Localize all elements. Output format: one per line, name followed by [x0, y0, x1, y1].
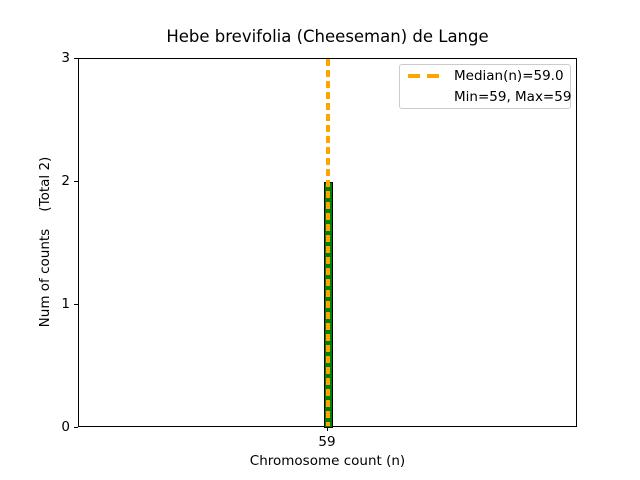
legend-label-minmax: Min=59, Max=59 [454, 89, 572, 105]
y-tick-mark [74, 57, 78, 59]
median-line [326, 59, 330, 426]
plot-area: Median(n)=59.0 Min=59, Max=59 [78, 58, 577, 428]
x-tick-mark [326, 427, 328, 431]
legend-entry-minmax: Min=59, Max=59 [408, 88, 571, 106]
legend-entry-median: Median(n)=59.0 [408, 67, 564, 85]
y-tick-mark [74, 180, 78, 182]
y-tick-label: 2 [61, 173, 70, 189]
chart-title: Hebe brevifolia (Cheeseman) de Lange [166, 27, 489, 46]
legend-label-median: Median(n)=59.0 [454, 68, 564, 84]
legend-swatch-empty [408, 95, 445, 99]
y-tick-label: 3 [61, 50, 70, 66]
x-tick-label: 59 [318, 434, 336, 450]
x-axis-label: Chromosome count (n) [249, 453, 406, 469]
y-tick-label: 1 [61, 296, 70, 312]
median-dashed-line-swatch [408, 74, 445, 78]
legend: Median(n)=59.0 Min=59, Max=59 [399, 64, 571, 109]
y-tick-label: 0 [61, 419, 70, 435]
y-tick-mark [74, 426, 78, 428]
y-tick-mark [74, 303, 78, 305]
